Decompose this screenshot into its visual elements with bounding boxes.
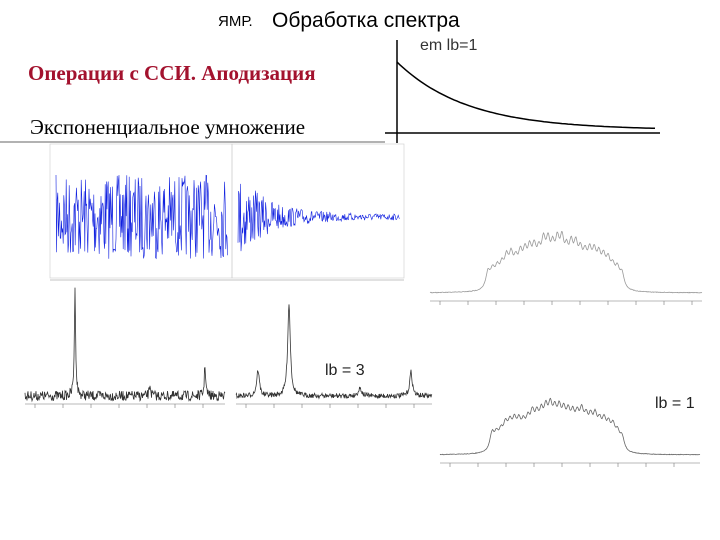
subtitle: Операции с ССИ. Аподизация <box>28 61 316 85</box>
header-prefix: ЯМР. <box>218 13 253 30</box>
spectrum <box>235 304 433 400</box>
spectrum <box>24 287 226 403</box>
figures <box>24 61 703 467</box>
lb3-label: lb = 3 <box>325 362 365 379</box>
spectrum <box>429 231 703 294</box>
window-label: em lb=1 <box>420 37 477 54</box>
lb1-label: lb = 1 <box>655 395 695 412</box>
section-title: Экспоненциальное умножение <box>30 115 305 139</box>
fid-frame <box>231 143 405 279</box>
fid-signal <box>55 174 228 260</box>
window-curve <box>396 61 656 130</box>
fid-signal <box>237 183 400 252</box>
spectrum <box>439 397 701 456</box>
header-title: Обработка спектра <box>272 9 460 32</box>
